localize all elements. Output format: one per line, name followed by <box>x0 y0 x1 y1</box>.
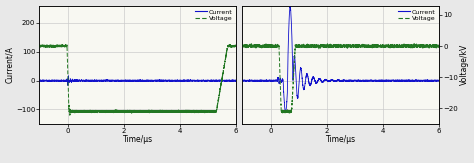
X-axis label: Time/μs: Time/μs <box>123 135 153 144</box>
X-axis label: Time/μs: Time/μs <box>326 135 356 144</box>
Legend: Current, Voltage: Current, Voltage <box>195 9 233 22</box>
Legend: Current, Voltage: Current, Voltage <box>398 9 436 22</box>
Y-axis label: Current/A: Current/A <box>6 46 15 83</box>
Y-axis label: Voltage/kV: Voltage/kV <box>459 44 468 85</box>
